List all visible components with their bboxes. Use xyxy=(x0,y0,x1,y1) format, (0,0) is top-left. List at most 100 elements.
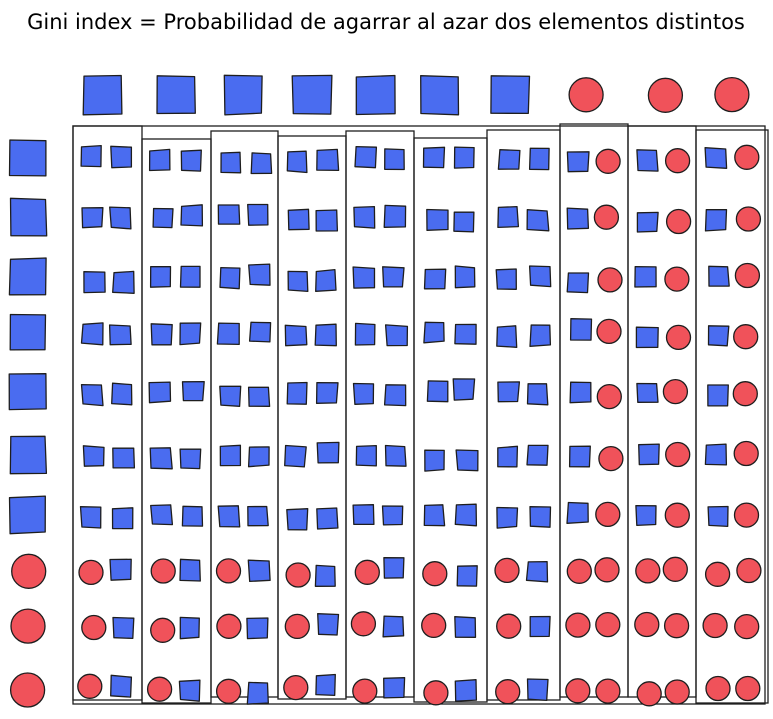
pair-square xyxy=(179,265,201,288)
pair-circle xyxy=(81,614,107,641)
pair-square xyxy=(179,322,202,346)
pair-square xyxy=(109,206,132,230)
pair-circle xyxy=(150,617,176,643)
pair-square xyxy=(220,151,242,174)
pair-square xyxy=(112,270,135,294)
pair-circle xyxy=(285,562,311,588)
pair-circle xyxy=(150,558,176,584)
pair-square xyxy=(704,147,728,169)
left-square xyxy=(8,139,47,177)
pair-square xyxy=(528,265,552,288)
pair-square xyxy=(529,506,552,528)
pair-square xyxy=(496,325,518,348)
pair-square xyxy=(454,265,476,289)
left-square xyxy=(9,197,48,237)
pair-square xyxy=(284,444,307,468)
pair-square xyxy=(635,326,659,349)
pair-square xyxy=(636,149,659,172)
pair-square xyxy=(496,506,519,529)
pair-circle xyxy=(598,445,624,472)
pair-circle xyxy=(496,613,522,639)
top-circle xyxy=(714,76,750,113)
pair-circle xyxy=(495,679,521,705)
pair-square xyxy=(566,272,590,294)
pair-square xyxy=(181,380,205,402)
pair-circle xyxy=(705,675,731,702)
pair-circle xyxy=(702,612,728,639)
pair-square xyxy=(179,448,202,470)
pair-square xyxy=(286,381,308,405)
top-circle xyxy=(568,77,604,113)
pair-square xyxy=(246,681,269,705)
pair-circle xyxy=(596,383,622,410)
pair-circle xyxy=(283,674,309,701)
top-square xyxy=(156,75,196,115)
pair-square xyxy=(352,266,376,289)
pair-circle xyxy=(664,679,690,705)
pair-square xyxy=(79,506,102,529)
pair-square xyxy=(109,558,132,581)
pair-square xyxy=(352,504,375,526)
left-square xyxy=(9,313,47,351)
pair-square xyxy=(181,505,204,527)
pair-circle xyxy=(735,206,762,232)
pair-square xyxy=(314,323,337,347)
pair-square xyxy=(152,207,174,229)
pair-square xyxy=(634,265,657,288)
pair-square xyxy=(529,324,552,347)
pair-square xyxy=(529,615,551,638)
pair-square xyxy=(566,501,589,524)
left-column-items xyxy=(8,139,48,708)
left-square xyxy=(8,257,47,296)
pair-square xyxy=(248,263,271,286)
pair-circle xyxy=(352,678,378,704)
pair-square xyxy=(149,447,173,470)
top-square xyxy=(82,74,123,116)
pair-square xyxy=(112,447,136,469)
pair-square xyxy=(287,270,309,293)
top-square xyxy=(291,74,333,115)
pair-square xyxy=(354,145,378,169)
pair-square xyxy=(454,323,477,345)
pair-square xyxy=(382,266,405,288)
pair-circle xyxy=(664,502,690,528)
top-square xyxy=(223,74,263,116)
pair-square xyxy=(315,209,339,232)
pair-square xyxy=(426,380,449,403)
top-row-items xyxy=(82,74,750,116)
pair-square xyxy=(316,148,340,172)
pair-circle xyxy=(422,561,448,587)
pair-square xyxy=(382,615,405,638)
pair-square xyxy=(707,384,729,407)
top-square xyxy=(420,75,460,116)
pair-circle xyxy=(665,208,692,235)
pair-circle xyxy=(595,611,621,638)
pair-square xyxy=(383,204,407,228)
pair-circle xyxy=(665,441,691,468)
pair-square xyxy=(110,674,133,698)
pair-square xyxy=(216,322,240,346)
pair-square xyxy=(569,318,593,341)
pair-square xyxy=(247,386,271,407)
pair-square xyxy=(707,325,730,347)
pair-circle xyxy=(664,266,690,292)
pair-square xyxy=(525,560,549,583)
pair-square xyxy=(423,268,447,290)
pair-circle xyxy=(215,558,242,584)
pair-square xyxy=(497,445,519,468)
pair-square xyxy=(355,444,377,467)
pair-square xyxy=(566,207,590,230)
pair-square xyxy=(316,507,339,530)
pair-square xyxy=(82,445,105,467)
pair-square xyxy=(315,381,339,404)
pair-square xyxy=(497,381,521,403)
pair-square xyxy=(250,152,273,175)
left-circle xyxy=(10,608,46,644)
pair-circle xyxy=(662,378,689,405)
pair-square xyxy=(456,565,478,587)
column-frames xyxy=(72,123,769,705)
pair-square xyxy=(528,147,550,171)
pair-square xyxy=(80,322,104,346)
column-frame xyxy=(695,129,769,704)
pair-square xyxy=(526,209,550,232)
